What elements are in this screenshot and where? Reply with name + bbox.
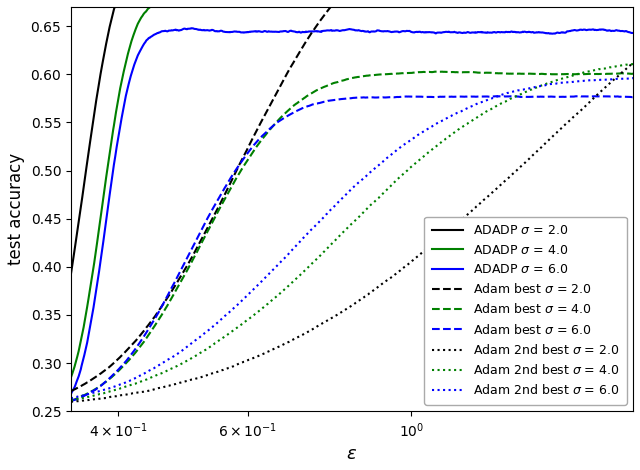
Adam best $\sigma$ = 6.0 [102,379,109,384]
Adam best $\sigma$ = 4.0 [425,69,433,75]
Adam best $\sigma$ = 4.0 [434,69,442,74]
ADADP $\sigma$ = 4.0 [394,4,402,10]
Adam 2nd best $\sigma$ = 4.0 [493,103,501,109]
Adam best $\sigma$ = 2.0 [102,367,109,373]
ADADP $\sigma$ = 4.0 [426,4,433,10]
Adam 2nd best $\sigma$ = 6.0 [408,136,416,142]
Adam best $\sigma$ = 4.0 [408,70,416,76]
ADADP $\sigma$ = 2.0 [67,271,75,277]
ADADP $\sigma$ = 4.0 [629,4,637,10]
Line: Adam best $\sigma$ = 6.0: Adam best $\sigma$ = 6.0 [71,96,633,401]
Adam best $\sigma$ = 2.0 [426,4,433,10]
Adam best $\sigma$ = 6.0 [67,398,75,404]
Adam 2nd best $\sigma$ = 6.0 [394,147,401,152]
ADADP $\sigma$ = 6.0 [426,30,433,35]
ADADP $\sigma$ = 2.0 [102,45,109,50]
Line: Adam 2nd best $\sigma$ = 4.0: Adam 2nd best $\sigma$ = 4.0 [71,64,633,400]
Adam best $\sigma$ = 4.0 [394,70,401,76]
Adam best $\sigma$ = 4.0 [494,70,502,76]
ADADP $\sigma$ = 4.0 [409,4,417,10]
Adam 2nd best $\sigma$ = 4.0 [628,61,636,67]
Adam 2nd best $\sigma$ = 6.0 [67,395,75,401]
Adam 2nd best $\sigma$ = 4.0 [551,78,559,84]
Adam 2nd best $\sigma$ = 2.0 [408,258,416,264]
ADADP $\sigma$ = 4.0 [67,375,75,380]
Adam 2nd best $\sigma$ = 4.0 [67,398,75,403]
ADADP $\sigma$ = 6.0 [409,30,417,35]
ADADP $\sigma$ = 4.0 [494,4,502,10]
ADADP $\sigma$ = 6.0 [494,29,502,35]
Adam best $\sigma$ = 6.0 [629,94,637,100]
Adam best $\sigma$ = 2.0 [494,4,502,10]
Adam best $\sigma$ = 2.0 [409,4,417,10]
Y-axis label: test accuracy: test accuracy [7,153,25,265]
ADADP $\sigma$ = 6.0 [67,391,75,397]
Adam best $\sigma$ = 4.0 [67,398,75,404]
ADADP $\sigma$ = 6.0 [188,25,195,31]
Line: Adam best $\sigma$ = 4.0: Adam best $\sigma$ = 4.0 [71,71,633,401]
Adam 2nd best $\sigma$ = 6.0 [629,76,637,81]
Adam 2nd best $\sigma$ = 6.0 [493,94,501,99]
ADADP $\sigma$ = 2.0 [494,4,502,10]
ADADP $\sigma$ = 6.0 [102,222,109,228]
Adam 2nd best $\sigma$ = 6.0 [628,75,636,81]
Adam 2nd best $\sigma$ = 4.0 [408,163,416,169]
Adam 2nd best $\sigma$ = 6.0 [102,387,109,392]
ADADP $\sigma$ = 6.0 [552,31,559,36]
ADADP $\sigma$ = 6.0 [629,30,637,36]
ADADP $\sigma$ = 2.0 [394,4,402,10]
Adam 2nd best $\sigma$ = 4.0 [425,149,433,155]
ADADP $\sigma$ = 2.0 [111,4,119,10]
Legend: ADADP $\sigma$ = 2.0, ADADP $\sigma$ = 4.0, ADADP $\sigma$ = 6.0, Adam best $\si: ADADP $\sigma$ = 2.0, ADADP $\sigma$ = 4… [424,217,627,405]
Adam best $\sigma$ = 2.0 [67,388,75,394]
ADADP $\sigma$ = 6.0 [394,29,402,34]
ADADP $\sigma$ = 4.0 [102,180,109,185]
Adam 2nd best $\sigma$ = 4.0 [629,61,637,67]
Adam best $\sigma$ = 2.0 [552,4,559,10]
Line: ADADP $\sigma$ = 6.0: ADADP $\sigma$ = 6.0 [71,28,633,394]
Adam 2nd best $\sigma$ = 6.0 [425,125,433,131]
Line: ADADP $\sigma$ = 2.0: ADADP $\sigma$ = 2.0 [71,7,633,274]
Adam best $\sigma$ = 4.0 [102,379,109,385]
ADADP $\sigma$ = 2.0 [409,4,417,10]
Adam 2nd best $\sigma$ = 4.0 [102,390,109,395]
ADADP $\sigma$ = 4.0 [552,4,559,10]
Adam best $\sigma$ = 6.0 [408,94,416,100]
Adam best $\sigma$ = 6.0 [425,94,433,100]
ADADP $\sigma$ = 2.0 [629,4,637,10]
Adam best $\sigma$ = 6.0 [575,94,583,99]
Line: Adam 2nd best $\sigma$ = 6.0: Adam 2nd best $\sigma$ = 6.0 [71,78,633,398]
X-axis label: $\varepsilon$: $\varepsilon$ [346,445,358,463]
Adam best $\sigma$ = 6.0 [551,94,559,100]
Adam 2nd best $\sigma$ = 2.0 [493,185,501,191]
Adam 2nd best $\sigma$ = 2.0 [629,60,637,66]
Line: Adam 2nd best $\sigma$ = 2.0: Adam 2nd best $\sigma$ = 2.0 [71,63,633,402]
Adam best $\sigma$ = 4.0 [629,71,637,77]
Adam best $\sigma$ = 2.0 [394,4,402,10]
ADADP $\sigma$ = 2.0 [552,4,559,10]
Adam best $\sigma$ = 6.0 [493,94,501,99]
Adam best $\sigma$ = 2.0 [629,4,637,10]
Line: Adam best $\sigma$ = 2.0: Adam best $\sigma$ = 2.0 [71,7,633,391]
Line: ADADP $\sigma$ = 4.0: ADADP $\sigma$ = 4.0 [71,7,633,377]
Adam 2nd best $\sigma$ = 2.0 [551,132,559,137]
Adam best $\sigma$ = 4.0 [552,71,559,77]
Adam best $\sigma$ = 2.0 [328,4,335,10]
Adam 2nd best $\sigma$ = 2.0 [394,270,401,275]
ADADP $\sigma$ = 2.0 [426,4,433,10]
Adam 2nd best $\sigma$ = 4.0 [394,176,401,182]
Adam 2nd best $\sigma$ = 2.0 [102,395,109,401]
Adam 2nd best $\sigma$ = 6.0 [551,81,559,86]
Adam 2nd best $\sigma$ = 2.0 [425,244,433,250]
Adam 2nd best $\sigma$ = 2.0 [67,399,75,405]
Adam best $\sigma$ = 6.0 [394,94,401,100]
ADADP $\sigma$ = 4.0 [147,4,154,10]
